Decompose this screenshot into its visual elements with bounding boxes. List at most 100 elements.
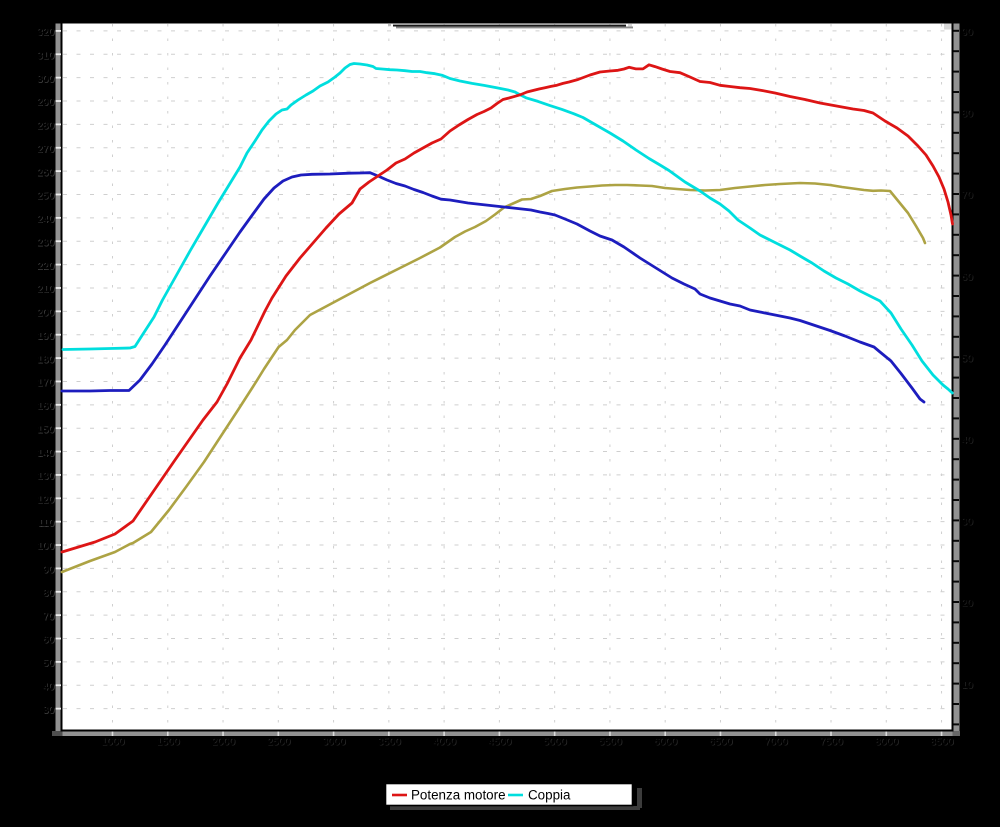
svg-text:220: 220 xyxy=(38,261,56,273)
svg-text:180: 180 xyxy=(36,353,54,365)
svg-text:50: 50 xyxy=(961,352,973,364)
svg-text:130: 130 xyxy=(38,471,56,483)
svg-text:Coppia: Coppia xyxy=(528,788,571,803)
svg-text:270: 270 xyxy=(38,144,56,156)
svg-text:260: 260 xyxy=(38,167,56,179)
svg-text:220: 220 xyxy=(36,260,54,272)
svg-text:320: 320 xyxy=(38,27,56,39)
svg-text:10: 10 xyxy=(961,679,973,691)
svg-text:90: 90 xyxy=(44,565,56,577)
svg-text:60: 60 xyxy=(44,635,56,647)
svg-text:4000: 4000 xyxy=(432,736,456,748)
svg-text:210: 210 xyxy=(38,284,56,296)
svg-text:7000: 7000 xyxy=(764,736,788,748)
svg-text:110: 110 xyxy=(38,518,55,530)
svg-text:140: 140 xyxy=(36,447,54,459)
svg-text:150: 150 xyxy=(38,424,56,436)
svg-text:90: 90 xyxy=(962,27,974,39)
svg-text:30: 30 xyxy=(961,515,973,527)
svg-text:3000: 3000 xyxy=(322,736,346,748)
svg-text:140: 140 xyxy=(38,448,56,460)
svg-text:8500: 8500 xyxy=(931,737,955,749)
svg-text:2000: 2000 xyxy=(213,737,237,749)
svg-text:80: 80 xyxy=(42,587,54,599)
svg-text:70: 70 xyxy=(42,610,54,622)
svg-text:20: 20 xyxy=(961,597,973,609)
svg-text:1000: 1000 xyxy=(101,736,125,748)
svg-text:170: 170 xyxy=(38,378,56,390)
svg-text:290: 290 xyxy=(38,97,56,109)
svg-text:7500: 7500 xyxy=(821,737,845,749)
svg-text:310: 310 xyxy=(36,49,54,61)
svg-text:3000: 3000 xyxy=(323,737,347,749)
svg-text:5500: 5500 xyxy=(599,737,623,749)
svg-text:50: 50 xyxy=(962,353,974,365)
svg-text:2500: 2500 xyxy=(268,737,292,749)
svg-text:200: 200 xyxy=(38,308,56,320)
svg-text:6500: 6500 xyxy=(709,736,733,748)
svg-text:260: 260 xyxy=(36,166,54,178)
svg-text:320: 320 xyxy=(36,26,54,38)
svg-text:170: 170 xyxy=(36,376,54,388)
svg-text:3500: 3500 xyxy=(378,737,402,749)
svg-text:8000: 8000 xyxy=(875,736,899,748)
svg-text:230: 230 xyxy=(38,237,56,249)
svg-text:4000: 4000 xyxy=(434,737,458,749)
svg-text:210: 210 xyxy=(36,283,54,295)
svg-text:30: 30 xyxy=(44,705,56,717)
svg-text:70: 70 xyxy=(962,190,974,202)
svg-text:10: 10 xyxy=(962,680,974,692)
svg-text:1000: 1000 xyxy=(102,737,126,749)
svg-text:160: 160 xyxy=(38,401,56,413)
svg-text:8500: 8500 xyxy=(930,736,954,748)
svg-text:Potenza motore: Potenza motore xyxy=(411,788,506,803)
svg-text:240: 240 xyxy=(38,214,56,226)
svg-text:30: 30 xyxy=(42,704,54,716)
svg-text:3500: 3500 xyxy=(377,736,401,748)
svg-text:5500: 5500 xyxy=(598,736,622,748)
svg-text:30: 30 xyxy=(962,517,974,529)
svg-text:70: 70 xyxy=(961,189,973,201)
svg-text:120: 120 xyxy=(38,495,56,507)
svg-text:90: 90 xyxy=(961,26,973,38)
svg-text:100: 100 xyxy=(36,540,54,552)
svg-text:60: 60 xyxy=(42,634,54,646)
svg-text:180: 180 xyxy=(38,354,56,366)
svg-text:50: 50 xyxy=(42,657,54,669)
svg-text:250: 250 xyxy=(38,191,56,203)
svg-text:250: 250 xyxy=(36,189,54,201)
svg-text:7000: 7000 xyxy=(765,737,789,749)
svg-text:110: 110 xyxy=(37,517,54,529)
svg-text:310: 310 xyxy=(38,50,56,62)
svg-text:80: 80 xyxy=(962,109,974,121)
svg-text:6000: 6000 xyxy=(654,736,678,748)
svg-text:5000: 5000 xyxy=(544,737,568,749)
svg-text:150: 150 xyxy=(36,423,54,435)
svg-text:6500: 6500 xyxy=(710,737,734,749)
svg-text:2500: 2500 xyxy=(267,736,291,748)
svg-text:230: 230 xyxy=(36,236,54,248)
svg-text:70: 70 xyxy=(44,611,56,623)
svg-text:270: 270 xyxy=(36,143,54,155)
svg-text:2000: 2000 xyxy=(211,736,235,748)
svg-text:40: 40 xyxy=(961,434,973,446)
svg-text:40: 40 xyxy=(44,681,56,693)
svg-text:80: 80 xyxy=(44,588,56,600)
svg-text:1500: 1500 xyxy=(156,736,180,748)
svg-text:280: 280 xyxy=(36,119,54,131)
svg-text:160: 160 xyxy=(36,400,54,412)
svg-text:90: 90 xyxy=(42,563,54,575)
svg-text:60: 60 xyxy=(961,271,973,283)
svg-text:300: 300 xyxy=(36,73,54,85)
svg-text:60: 60 xyxy=(962,272,974,284)
svg-text:290: 290 xyxy=(36,96,54,108)
svg-text:4500: 4500 xyxy=(489,737,513,749)
svg-text:1500: 1500 xyxy=(157,737,181,749)
svg-text:300: 300 xyxy=(38,74,56,86)
svg-text:190: 190 xyxy=(38,331,56,343)
svg-text:40: 40 xyxy=(962,435,974,447)
svg-text:8000: 8000 xyxy=(876,737,900,749)
svg-text:130: 130 xyxy=(36,470,54,482)
svg-text:40: 40 xyxy=(42,680,54,692)
svg-text:50: 50 xyxy=(44,658,56,670)
